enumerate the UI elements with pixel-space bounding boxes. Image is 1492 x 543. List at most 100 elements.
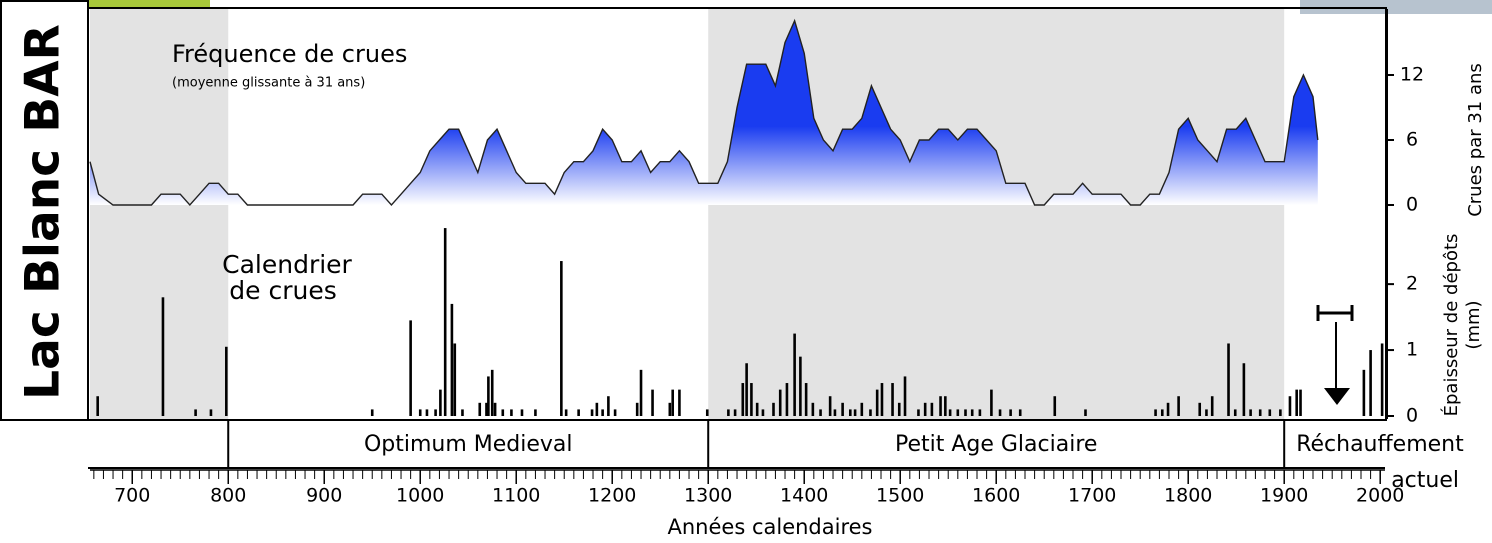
line <box>89 18 1319 207</box>
bar <box>1018 409 1022 416</box>
y-tick-label: 0 <box>1406 194 1418 216</box>
y-tick-label: 12 <box>1400 64 1424 86</box>
bar <box>607 396 610 416</box>
x-tick-label: 1800 <box>1164 485 1212 507</box>
period-label: Optimum Medieval <box>364 432 573 457</box>
bar <box>478 402 482 416</box>
label-box <box>0 0 89 421</box>
x-tick-label: 1100 <box>492 485 540 507</box>
bar <box>1258 409 1262 416</box>
bar <box>875 389 879 416</box>
bar <box>990 389 993 416</box>
bar <box>1362 369 1366 416</box>
x-tick-label: 1900 <box>1260 485 1308 507</box>
bar <box>970 409 974 416</box>
data-layer <box>89 18 1384 416</box>
bar <box>534 409 537 416</box>
bar <box>1380 343 1384 416</box>
bar <box>671 389 675 416</box>
x-axis-label: Années calendaires <box>668 515 873 539</box>
bar <box>577 409 580 416</box>
bar <box>1279 409 1282 416</box>
bar <box>1369 350 1372 416</box>
chart-title: Fréquence de crues <box>172 40 407 68</box>
x-tick-label: 1000 <box>396 485 444 507</box>
bar <box>1177 396 1180 416</box>
bar <box>978 409 982 416</box>
bar <box>903 376 907 416</box>
bar <box>96 396 99 416</box>
bar <box>1233 409 1237 416</box>
bar <box>956 409 960 416</box>
x-tick-label: 1700 <box>1068 485 1116 507</box>
x-tick-label: 800 <box>210 485 246 507</box>
y-tick-label: 0 <box>1406 405 1418 427</box>
bar <box>705 409 709 416</box>
bar <box>225 346 228 416</box>
bar <box>917 409 920 416</box>
bar <box>450 303 454 416</box>
bar <box>930 402 934 416</box>
bar <box>1249 409 1252 416</box>
bar <box>1166 402 1170 416</box>
bar <box>1009 409 1012 416</box>
bar <box>880 383 884 416</box>
bar <box>848 409 852 416</box>
bar <box>1242 363 1246 416</box>
bar <box>194 409 197 416</box>
x-tick-label: 1400 <box>780 485 828 507</box>
bar <box>1299 389 1302 416</box>
bar <box>560 261 563 416</box>
bar <box>745 363 748 416</box>
bar <box>939 396 942 416</box>
bar <box>860 402 864 416</box>
bar <box>778 389 782 416</box>
background-layer <box>90 9 1285 420</box>
bar <box>828 396 832 416</box>
bar <box>1084 409 1087 416</box>
bar <box>370 409 374 416</box>
area <box>90 20 1318 206</box>
bar <box>841 402 844 416</box>
bar <box>409 320 412 416</box>
bar <box>1227 343 1230 416</box>
bar <box>785 383 789 416</box>
bar <box>639 369 643 416</box>
x-tick-label: 2000 <box>1356 485 1404 507</box>
y-axis-label: Crues par 31 ans <box>1465 63 1486 217</box>
bar <box>418 409 422 416</box>
y-axis-label: Épaisseur de dépôts <box>1440 234 1462 417</box>
period-label: Petit Age Glaciaire <box>895 432 1097 457</box>
bar <box>161 297 165 416</box>
bar <box>804 383 808 416</box>
bar <box>490 369 494 416</box>
bar <box>564 409 568 416</box>
bar <box>948 409 952 416</box>
bar <box>755 402 759 416</box>
y-tick-label: 2 <box>1406 273 1418 295</box>
bar <box>1160 409 1164 416</box>
bar <box>1268 409 1272 416</box>
bar <box>1210 396 1214 416</box>
shaded-period <box>90 9 229 420</box>
bar <box>601 409 604 416</box>
chart-subtitle: (moyenne glissante à 31 ans) <box>172 76 365 91</box>
bar <box>1154 409 1157 416</box>
bar <box>1198 402 1202 416</box>
bar <box>635 402 639 416</box>
bar <box>964 409 967 416</box>
bar <box>651 389 654 416</box>
bar <box>727 409 730 416</box>
bar <box>520 409 524 416</box>
bar <box>613 409 617 416</box>
bar <box>1205 409 1208 416</box>
bar <box>897 402 901 416</box>
bar <box>761 409 765 416</box>
bar <box>590 409 594 416</box>
bar <box>869 409 872 416</box>
y-axis-label: (mm) <box>1463 300 1484 349</box>
bar <box>799 356 802 416</box>
x-tick-label: 900 <box>306 485 342 507</box>
x-tick-label: 1200 <box>588 485 636 507</box>
